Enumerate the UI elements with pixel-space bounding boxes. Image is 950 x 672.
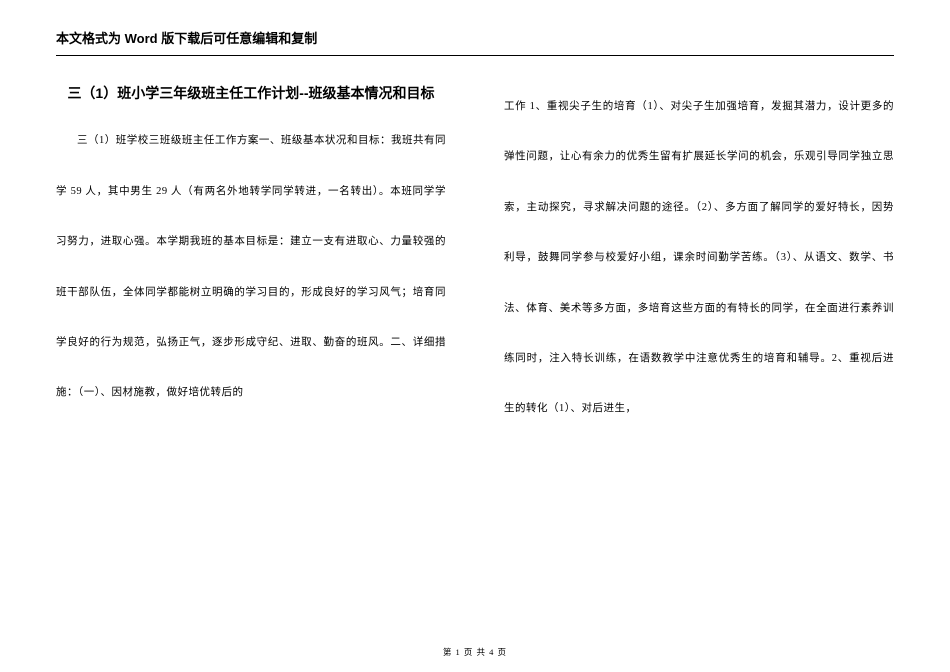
page-footer: 第 1 页 共 4 页 (0, 646, 950, 658)
page-container: 本文格式为 Word 版下载后可任意编辑和复制 三（1）班小学三年级班主任工作计… (0, 0, 950, 672)
document-title: 三（1）班小学三年级班主任工作计划--班级基本情况和目标 (56, 82, 446, 104)
left-body-text: 三（1）班学校三班级班主任工作方案一、班级基本状况和目标：我班共有同学 59 人… (56, 116, 446, 418)
left-column: 三（1）班小学三年级班主任工作计划--班级基本情况和目标 三（1）班学校三班级班… (56, 82, 446, 435)
right-body-text: 工作 1、重视尖子生的培育（1）、对尖子生加强培育，发掘其潜力，设计更多的弹性问… (504, 82, 894, 435)
two-column-layout: 三（1）班小学三年级班主任工作计划--班级基本情况和目标 三（1）班学校三班级班… (56, 82, 894, 435)
header-note: 本文格式为 Word 版下载后可任意编辑和复制 (56, 28, 894, 56)
right-column: 工作 1、重视尖子生的培育（1）、对尖子生加强培育，发掘其潜力，设计更多的弹性问… (504, 82, 894, 435)
